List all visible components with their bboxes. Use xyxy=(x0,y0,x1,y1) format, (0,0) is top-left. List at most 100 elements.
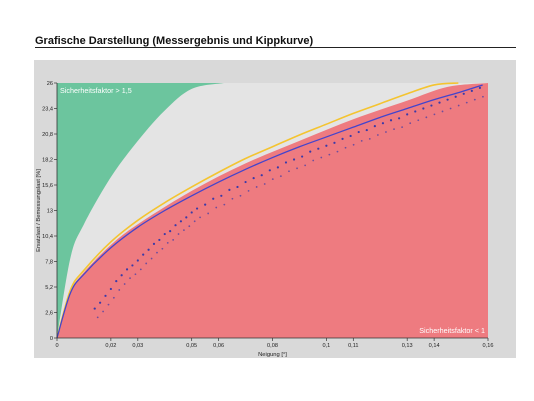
measurement-point xyxy=(320,156,323,159)
measurement-point xyxy=(368,138,371,140)
measurement-point xyxy=(344,146,347,149)
measurement-point xyxy=(336,150,339,153)
measurement-point xyxy=(131,264,134,267)
measurement-point xyxy=(152,242,156,245)
measurement-point xyxy=(438,101,441,104)
measurement-point xyxy=(263,183,266,185)
measurement-point xyxy=(228,188,231,192)
measurement-point xyxy=(284,161,288,164)
measurement-point xyxy=(102,310,104,313)
y-tick-label: 13 xyxy=(47,209,53,215)
title-divider xyxy=(35,47,516,48)
measurement-point xyxy=(195,207,199,210)
y-tick-label: 18,2 xyxy=(42,158,53,164)
measurement-point xyxy=(260,174,263,177)
measurement-point xyxy=(401,126,404,129)
measurement-point xyxy=(179,220,183,223)
measurement-point xyxy=(188,225,191,228)
measurement-point xyxy=(271,178,274,181)
measurement-point xyxy=(112,296,115,299)
measurement-point xyxy=(166,241,169,244)
measurement-point xyxy=(199,216,201,219)
measurement-point xyxy=(161,247,164,250)
measurement-point xyxy=(352,143,355,146)
chart-axes: 0 0,02 0,03 0,05 0,06 0,08 0,1 0,11 0,13 0,14 0,16… xyxy=(36,81,493,358)
measurement-point xyxy=(99,301,102,304)
measurement-point xyxy=(158,238,161,242)
measurement-point xyxy=(296,167,298,170)
y-tick-label: 20,8 xyxy=(42,132,53,138)
measurement-point xyxy=(454,95,457,98)
measurement-point xyxy=(142,253,145,256)
y-tick-label: 0 xyxy=(50,336,53,342)
measurement-point xyxy=(93,307,96,310)
measurement-point xyxy=(193,220,196,223)
measurement-point xyxy=(174,224,177,227)
measurement-point xyxy=(120,274,123,277)
measurement-point xyxy=(365,128,368,132)
x-tick-label: 0,1 xyxy=(322,343,330,349)
measurement-point xyxy=(207,212,210,215)
measurement-point xyxy=(118,289,121,291)
measurement-point xyxy=(185,216,188,219)
measurement-point xyxy=(309,150,312,153)
measurement-point xyxy=(312,159,315,162)
measurement-point xyxy=(446,98,449,101)
measurement-point xyxy=(462,92,465,95)
measurement-point xyxy=(422,107,425,110)
measurement-point xyxy=(465,101,468,104)
measurement-point xyxy=(381,122,385,125)
measurement-point xyxy=(139,268,142,271)
measurement-point xyxy=(239,194,242,197)
measurement-point xyxy=(417,119,420,122)
measurement-point xyxy=(304,164,307,167)
measurement-point xyxy=(268,169,271,172)
measurement-point xyxy=(190,211,193,214)
measurement-point xyxy=(183,229,185,232)
x-tick-label: 0 xyxy=(55,343,58,349)
measurement-point xyxy=(376,134,379,136)
x-tick-label: 0,02 xyxy=(105,343,116,349)
y-tick-label: 7,8 xyxy=(45,260,53,266)
chart-curves xyxy=(56,82,483,339)
tipping-curve-line xyxy=(56,82,459,339)
x-axis-label: Neigung [°] xyxy=(258,352,287,358)
measurement-point xyxy=(177,233,180,235)
annotation-safety-factor-low: Sicherheitsfaktor < 1 xyxy=(419,326,485,335)
measurement-point xyxy=(333,141,336,144)
measurement-point xyxy=(163,232,166,236)
measurement-point xyxy=(247,189,250,192)
y-tick-label: 10,4 xyxy=(42,234,53,240)
measurement-point xyxy=(145,262,148,265)
y-axis-label: Ersatzlast / Bemessungslast [%] xyxy=(36,169,42,252)
region-safety-factor-low xyxy=(57,83,488,338)
measurement-point xyxy=(212,197,215,200)
y-tick-label: 5,2 xyxy=(45,285,53,291)
measurement-point xyxy=(136,259,139,262)
y-tick-label: 26 xyxy=(47,81,53,87)
measurement-points xyxy=(93,86,484,319)
measurement-point xyxy=(317,147,320,150)
x-tick-label: 0,13 xyxy=(402,343,413,349)
chart-frame: Sicherheitsfaktor > 1,5 Sicherheitsfaktor… xyxy=(34,60,516,358)
chart: Sicherheitsfaktor > 1,5 Sicherheitsfaktor… xyxy=(36,81,493,358)
x-tick-label: 0,08 xyxy=(267,343,278,349)
x-tick-label: 0,14 xyxy=(429,343,440,349)
measurement-point xyxy=(292,158,296,161)
measurement-point xyxy=(104,294,107,297)
x-tick-label: 0,11 xyxy=(348,343,358,349)
y-tick-label: 15,6 xyxy=(42,183,53,189)
y-tick-label: 2,6 xyxy=(45,311,53,317)
measurement-point xyxy=(478,86,482,90)
measurement-point xyxy=(223,203,226,206)
measurement-point xyxy=(457,104,460,107)
measurement-point xyxy=(470,89,473,92)
measurement-point xyxy=(169,229,172,233)
measurement-point xyxy=(147,248,150,251)
measurement-point xyxy=(398,117,401,120)
measurement-point xyxy=(482,95,484,98)
measurement-point xyxy=(425,116,428,119)
measurement-point xyxy=(288,170,290,173)
measurement-point xyxy=(252,177,255,180)
measurement-point xyxy=(125,268,129,271)
